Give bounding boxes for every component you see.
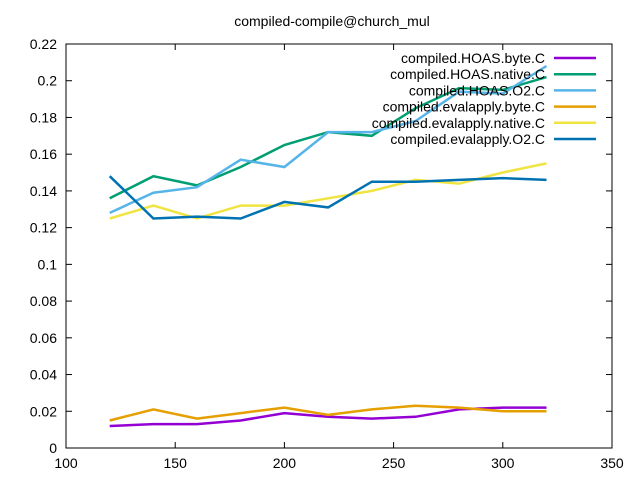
legend-label: compiled.evalapply.byte.C — [383, 99, 545, 115]
y-tick-label: 0.12 — [30, 220, 57, 236]
series-line-compiled-evalapply-o2-c — [108, 175, 547, 220]
y-tick-label: 0.06 — [30, 330, 57, 346]
chart-title: compiled-compile@church_mul — [234, 13, 430, 29]
series-line-compiled-hoas-o2-c — [109, 64, 548, 215]
y-tick-label: 0.04 — [30, 367, 57, 383]
y-tick-label: 0.08 — [30, 293, 57, 309]
legend-label: compiled.HOAS.O2.C — [409, 82, 545, 98]
x-tick-label: 350 — [600, 455, 624, 471]
x-tick-label: 300 — [491, 455, 515, 471]
x-tick-label: 150 — [164, 455, 188, 471]
legend-label: compiled.evalapply.native.C — [372, 115, 545, 131]
x-tick-label: 100 — [54, 455, 78, 471]
legend-label: compiled.HOAS.byte.C — [401, 50, 545, 66]
legend: compiled.HOAS.byte.Ccompiled.HOAS.native… — [372, 50, 596, 147]
y-tick-label: 0.02 — [30, 403, 57, 419]
plot-frame — [65, 43, 613, 449]
y-tick-label: 0 — [49, 440, 57, 456]
y-tick-label: 0.18 — [30, 109, 57, 125]
legend-label: compiled.evalapply.O2.C — [390, 131, 545, 147]
series-layer — [108, 64, 548, 428]
series-line-compiled-evalapply-byte-c — [109, 404, 547, 422]
x-tick-label: 250 — [382, 455, 406, 471]
y-tick-label: 0.16 — [30, 146, 57, 162]
y-tick-label: 0.14 — [30, 183, 57, 199]
legend-label: compiled.HOAS.native.C — [390, 66, 545, 82]
axes-layer: 100 150 200 250 300 350 0 0.02 0.04 0.06 0.08 0.1 0.… — [30, 36, 624, 471]
y-tick-label: 0.2 — [38, 73, 58, 89]
y-tick-label: 0.1 — [38, 256, 58, 272]
x-tick-label: 200 — [273, 455, 297, 471]
y-tick-label: 0.22 — [30, 36, 57, 52]
